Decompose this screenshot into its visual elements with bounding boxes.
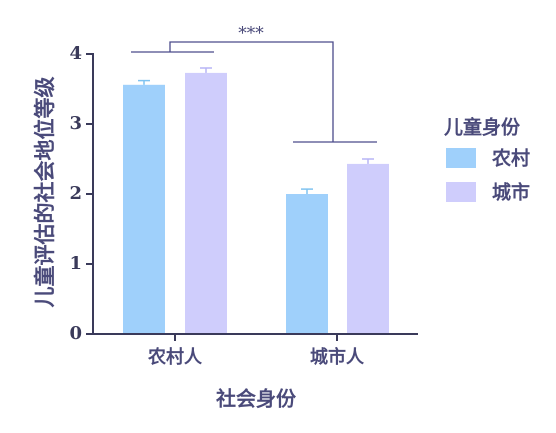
- error-bar-2-series-1: [301, 188, 313, 194]
- bar-2-series-1: [286, 194, 328, 334]
- x-tick-label-2: 城市人: [310, 346, 365, 368]
- y-tick-label-1: 1: [69, 253, 82, 274]
- y-tick-label-3: 3: [69, 113, 82, 134]
- y-tick-label-4: 4: [69, 43, 82, 64]
- legend-title: 儿童身份: [443, 116, 521, 139]
- bar-1-series-1: [123, 84, 165, 334]
- error-bar-1-series-1: [138, 79, 150, 85]
- bar-1-series-2: [185, 72, 227, 335]
- bars-group: [123, 67, 389, 335]
- y-axis-label: 儿童评估的社会地位等级: [33, 77, 57, 308]
- x-tick-label-1: 农村人: [147, 346, 203, 368]
- legend: 儿童身份 农村 城市: [443, 116, 530, 204]
- legend-swatch-series-1: [446, 148, 476, 168]
- significance-label: ***: [238, 24, 264, 44]
- legend-swatch-series-2: [446, 182, 476, 202]
- bar-2-series-2: [347, 163, 389, 334]
- y-tick-label-2: 2: [69, 183, 82, 204]
- error-bar-2-series-2: [362, 158, 374, 164]
- significance-bracket: [131, 41, 377, 143]
- y-tick-label-0: 0: [69, 323, 82, 344]
- error-bar-1-series-2: [200, 67, 212, 73]
- legend-label-series-1: 农村: [491, 147, 530, 170]
- x-axis-label: 社会身份: [215, 387, 297, 411]
- legend-label-series-2: 城市: [492, 181, 530, 204]
- significance-group: ***: [131, 24, 377, 143]
- axes-group: 0 1 2 3 4 农村人 城市人: [69, 43, 418, 368]
